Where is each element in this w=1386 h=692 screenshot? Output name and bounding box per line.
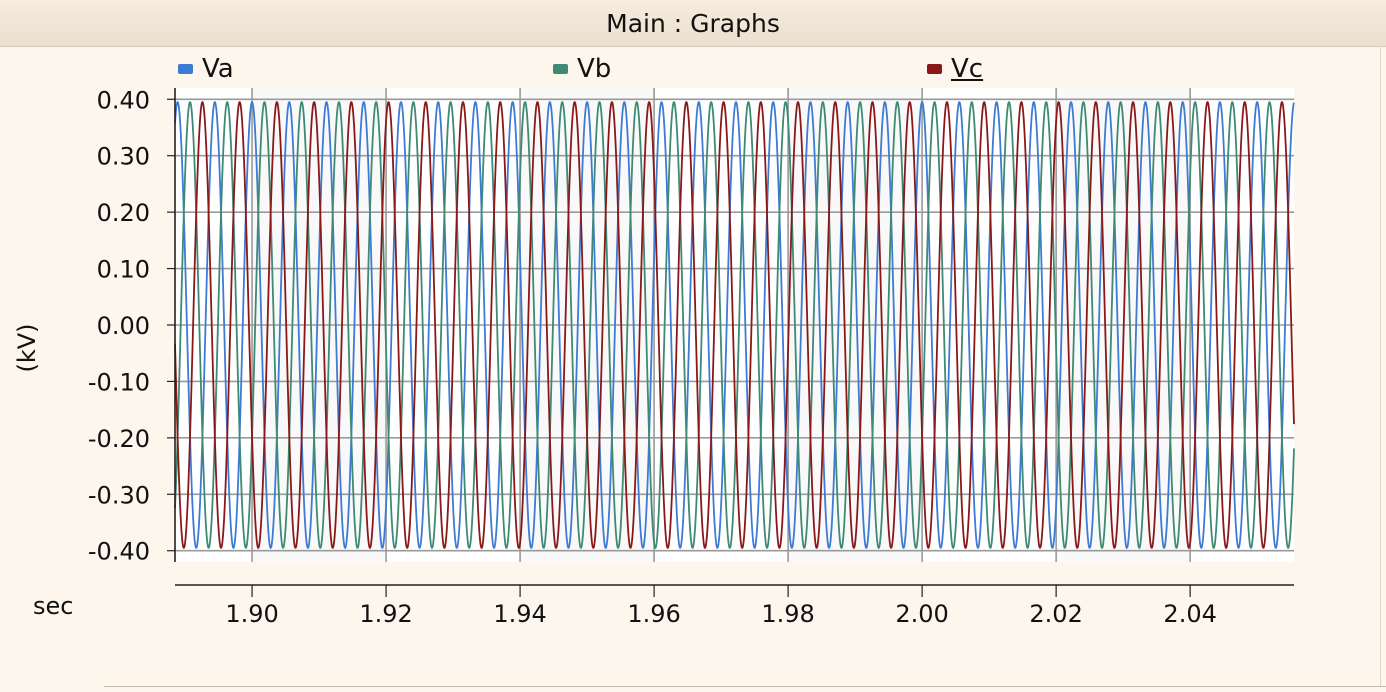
legend-label-vc: Vc <box>951 54 984 84</box>
x-tick-label: 1.98 <box>761 600 814 628</box>
x-tick-label: 1.90 <box>225 600 278 628</box>
graph-title-bar: Main : Graphs <box>0 0 1386 47</box>
x-tick-label: 1.94 <box>493 600 546 628</box>
legend-item-va[interactable]: Va <box>178 52 234 86</box>
x-tick-label: 2.00 <box>895 600 948 628</box>
legend-label-va: Va <box>202 54 234 84</box>
x-tick-label: 2.04 <box>1163 600 1216 628</box>
x-tick-label: 1.96 <box>627 600 680 628</box>
y-tick-label: -0.10 <box>88 368 150 396</box>
y-tick-label: -0.20 <box>88 425 150 453</box>
x-tick-label: 2.02 <box>1029 600 1082 628</box>
legend-swatch-vc <box>927 64 942 74</box>
y-tick-label: -0.30 <box>88 481 150 509</box>
panel-bottom-rule <box>104 686 1386 687</box>
panel-right-rule <box>1380 46 1381 686</box>
series-line-vb <box>174 101 1295 549</box>
graph-title: Main : Graphs <box>606 8 780 38</box>
x-axis-title: sec <box>33 592 74 620</box>
y-tick-label: 0.00 <box>97 312 150 340</box>
x-tick-label: 1.92 <box>359 600 412 628</box>
legend-item-vc[interactable]: Vc <box>927 52 983 86</box>
y-tick-label: -0.40 <box>88 538 150 566</box>
legend-label-vb: Vb <box>577 54 612 84</box>
legend-swatch-vb <box>553 64 568 74</box>
y-tick-label: 0.40 <box>97 86 150 114</box>
y-tick-label: 0.10 <box>97 256 150 284</box>
series-line-vc <box>174 101 1295 549</box>
series-line-va <box>174 101 1295 549</box>
legend-item-vb[interactable]: Vb <box>553 52 611 86</box>
y-tick-label: 0.30 <box>97 143 150 171</box>
y-tick-label: 0.20 <box>97 199 150 227</box>
legend-swatch-va <box>178 64 193 74</box>
